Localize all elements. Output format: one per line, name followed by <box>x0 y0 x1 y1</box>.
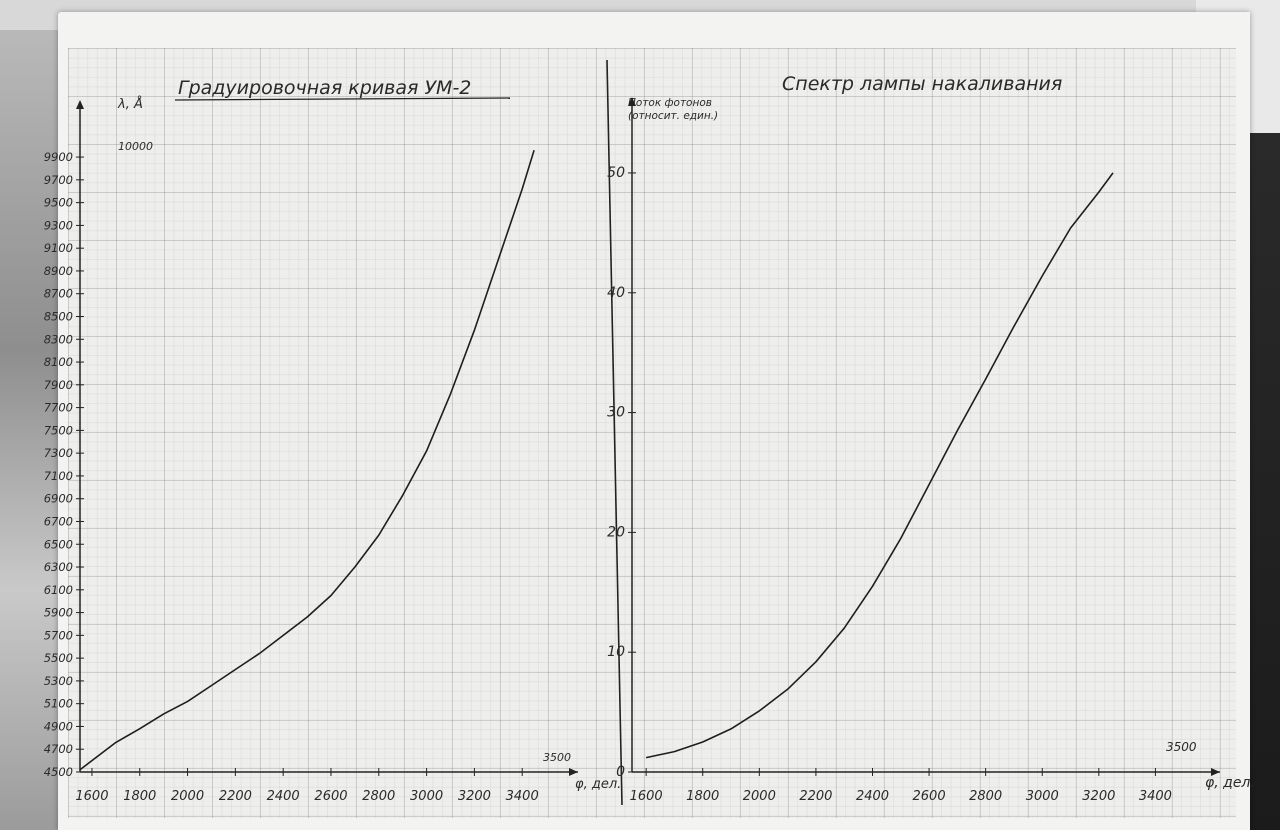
x-tick-label: 2600 <box>314 789 347 804</box>
y-tick-label: 6500 <box>44 537 73 551</box>
y-tick-label: 8300 <box>44 332 73 346</box>
background-left <box>0 30 64 830</box>
y-tick-label: 6900 <box>44 492 73 506</box>
x-tick-label: 2800 <box>969 789 1002 804</box>
x-axis-arrow <box>1211 768 1220 776</box>
y-tick-label: 8100 <box>44 355 73 369</box>
x-tick-label: 2800 <box>362 789 395 804</box>
y-axis-arrow <box>628 97 636 106</box>
x-axis-arrow <box>569 768 578 776</box>
x-tick-label: 2400 <box>856 789 889 804</box>
x-tick-label: 1600 <box>75 789 108 804</box>
y-tick-label: 9300 <box>44 218 73 232</box>
x-tick-label: 2600 <box>913 789 946 804</box>
x-tick-label: 3200 <box>1082 789 1115 804</box>
x-tick-label: 1800 <box>123 789 156 804</box>
title-underline <box>174 97 511 101</box>
x-tick-label: 3000 <box>410 789 443 804</box>
chart-title: Градуировочная кривая УМ-2 <box>178 77 471 99</box>
y-extra-label: 10000 <box>118 140 153 153</box>
y-tick-label: 7100 <box>44 469 73 483</box>
y-tick-label: 5700 <box>44 628 73 642</box>
x-tick-label: 3000 <box>1026 789 1059 804</box>
y-axis-label: λ, Å <box>117 96 143 112</box>
y-tick-label: 6100 <box>44 583 73 597</box>
y-axis-label-line: Поток фотонов <box>628 97 712 109</box>
x-tick-label: 3400 <box>506 789 539 804</box>
y-tick-label: 9100 <box>44 241 73 255</box>
y-tick-label: 8700 <box>44 287 73 301</box>
sheet-divider <box>606 59 623 806</box>
x-tick-label: 2000 <box>743 789 776 804</box>
y-tick-label: 50 <box>607 165 625 181</box>
chart-title: Спектр лампы накаливания <box>782 73 1062 95</box>
y-tick-label: 0 <box>616 764 625 780</box>
x-tick-label: 3400 <box>1139 789 1172 804</box>
y-tick-label: 6300 <box>44 560 73 574</box>
y-tick-label: 10 <box>607 644 625 660</box>
x-tick-label: 3200 <box>458 789 491 804</box>
y-tick-label: 7300 <box>44 446 73 460</box>
x-extra-label: 3500 <box>543 751 571 764</box>
y-tick-label: 9700 <box>44 173 73 187</box>
y-tick-label: 40 <box>607 285 625 301</box>
y-tick-label: 7900 <box>44 378 73 392</box>
y-tick-label: 5900 <box>44 606 73 620</box>
x-tick-label: 1800 <box>686 789 719 804</box>
x-tick-label: 1600 <box>630 789 663 804</box>
y-axis-label-line: (относит. един.) <box>628 110 718 122</box>
y-tick-label: 8900 <box>44 264 73 278</box>
x-tick-label: 2200 <box>799 789 832 804</box>
x-tick-label: 2000 <box>171 789 204 804</box>
y-axis-label: Поток фотонов (относит. един.) <box>628 97 718 122</box>
x-extra-label: 3500 <box>1166 740 1197 754</box>
y-tick-label: 7500 <box>44 423 73 437</box>
y-tick-label: 9500 <box>44 196 73 210</box>
y-tick-label: 30 <box>607 405 625 421</box>
x-tick-label: 2200 <box>219 789 252 804</box>
x-tick-label: 2400 <box>267 789 300 804</box>
y-tick-label: 4500 <box>44 765 73 779</box>
x-axis-label: φ, дел. <box>1205 775 1255 791</box>
y-tick-label: 8500 <box>44 310 73 324</box>
lamp-spectrum-chart: Спектр лампы накаливания Поток фотонов (о… <box>607 73 1255 804</box>
y-tick-label: 5300 <box>44 674 73 688</box>
y-tick-label: 5500 <box>44 651 73 665</box>
y-tick-label: 9900 <box>44 150 73 164</box>
calibration-chart: Градуировочная кривая УМ-2 λ, Å 10000 35… <box>44 77 622 804</box>
series-line <box>645 172 1114 759</box>
millimeter-grid <box>68 48 1236 818</box>
y-axis-arrow <box>76 100 84 109</box>
y-tick-label: 5100 <box>44 697 73 711</box>
series-line <box>79 149 535 771</box>
x-axis-label: φ, дел. <box>575 777 621 792</box>
y-tick-label: 4700 <box>44 742 73 756</box>
y-tick-label: 6700 <box>44 514 73 528</box>
y-tick-label: 20 <box>607 524 625 540</box>
y-tick-label: 4900 <box>44 719 73 733</box>
y-tick-label: 7700 <box>44 401 73 415</box>
